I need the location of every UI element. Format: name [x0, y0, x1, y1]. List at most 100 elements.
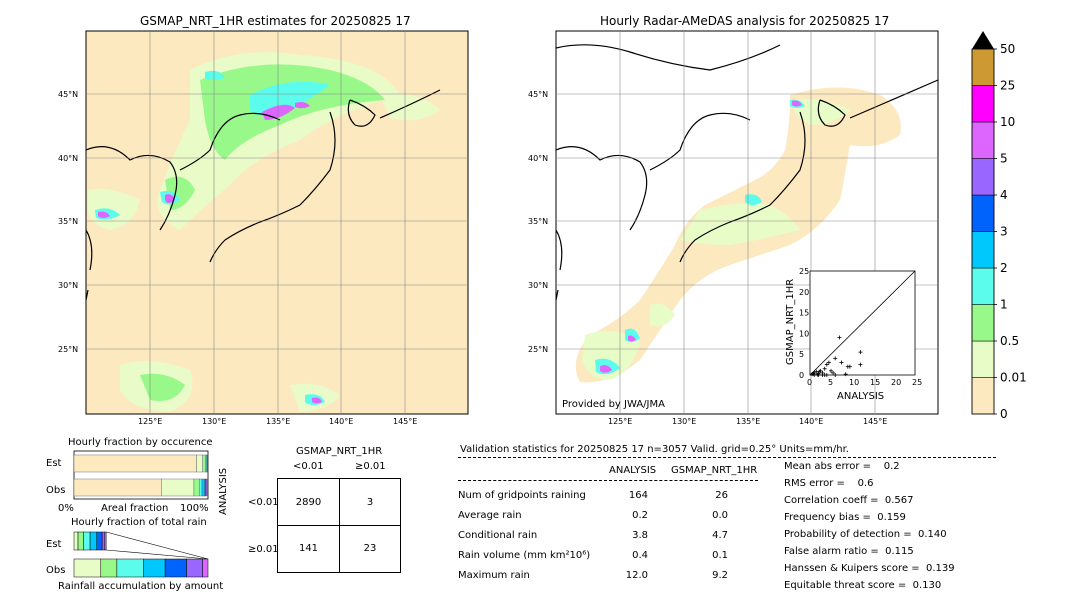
occurrence-x-left: 0% — [58, 503, 74, 514]
right-lon-label: 125°E — [608, 417, 632, 426]
contingency-col-label: ≥0.01 — [355, 461, 386, 472]
left-map-grid — [86, 31, 468, 414]
total-rain-bar-segment — [186, 558, 203, 578]
left-lat-label: 45°N — [58, 90, 78, 99]
colorbar-label: 2 — [1000, 261, 1008, 275]
colorbar-label: 10 — [1000, 115, 1015, 129]
contingency-row-label: ≥0.01 — [248, 544, 279, 555]
scatter-point — [816, 373, 821, 377]
stat-analysis: 0.2 — [632, 509, 648, 521]
contingency-row-header: ANALYSIS — [218, 467, 229, 515]
colorbar-segment — [971, 377, 995, 415]
validation-table: Num of gridpoints raining 164 26 Average… — [458, 485, 728, 585]
stat-label: Rain volume (mm km²10⁶) — [458, 549, 591, 561]
right-map-precip — [582, 98, 850, 380]
occurrence-bar-segment — [205, 478, 208, 497]
colorbar-extend-arrow — [972, 31, 994, 49]
colorbar-segment — [971, 121, 995, 159]
score-item: Mean abs error = 0.2 — [784, 461, 900, 472]
scatter-point — [815, 372, 820, 377]
right-lat-label: 35°N — [528, 217, 548, 226]
scatter-point — [824, 362, 829, 367]
occurrence-bar-segment — [202, 454, 206, 473]
total-rain-row-label: Obs — [46, 565, 65, 576]
table-row: Num of gridpoints raining 164 26 — [458, 485, 728, 505]
occurrence-x-right: 100% — [180, 503, 209, 514]
table-row: Average rain 0.2 0.0 — [458, 505, 728, 525]
total-rain-title: Hourly fraction of total rain — [71, 517, 207, 528]
left-lon-label: 130°E — [202, 417, 226, 426]
score-list: Mean abs error = 0.2 RMS error = 0.6 Cor… — [784, 461, 955, 597]
stat-analysis: 12.0 — [625, 569, 648, 581]
total-rain-bar-segment — [104, 531, 107, 551]
total-rain-bar-segment — [83, 531, 91, 551]
occurrence-bar-segment — [161, 478, 195, 497]
scatter-point — [831, 370, 836, 375]
stat-gsmap: 9.2 — [712, 569, 728, 581]
validation-header: Validation statistics for 20250825 17 n=… — [460, 444, 849, 455]
colorbar-label: 0.5 — [1000, 334, 1019, 348]
left-lon-label: 125°E — [138, 417, 162, 426]
right-lon-label: 130°E — [672, 417, 696, 426]
right-map: 45°N 40°N 35°N 30°N 25°N 125°E 130°E 135… — [528, 30, 939, 426]
right-map-precip-peak — [600, 100, 802, 373]
scatter-x-tick: 20 — [891, 378, 901, 387]
colorbar-segment — [971, 304, 995, 342]
scatter-point — [817, 369, 822, 374]
left-map: 45°N 40°N 35°N 30°N 25°N 125°E 130°E 135… — [58, 30, 469, 426]
stat-gsmap: 0.1 — [712, 549, 728, 561]
right-lat-label: 25°N — [528, 345, 548, 354]
colorbar-label: 50 — [1000, 42, 1015, 56]
scatter-point — [847, 364, 852, 369]
scatter-point — [822, 366, 827, 371]
colorbar-label: 5 — [1000, 152, 1008, 166]
contingency-cell: 141 — [298, 543, 319, 554]
stat-label: Average rain — [458, 509, 522, 521]
scatter-point — [843, 372, 848, 377]
stat-analysis: 164 — [628, 489, 648, 501]
total-rain-bar-segment — [100, 558, 118, 578]
left-lat-label: 40°N — [58, 154, 78, 163]
scatter-y-tick: 15 — [799, 309, 809, 318]
occurrence-bar-segment — [73, 478, 162, 497]
contingency-col-header: GSMAP_NRT_1HR — [296, 446, 383, 457]
left-lon-label: 135°E — [266, 417, 290, 426]
scatter-x-tick: 25 — [912, 378, 922, 387]
left-lat-label: 25°N — [58, 345, 78, 354]
colorbar: 0 0.01 0.5 1 2 3 4 5 10 25 50 — [971, 31, 1027, 421]
occurrence-row-label: Est — [46, 458, 62, 469]
scatter-plot: 00 5 5 10 10 15 15 20 20 25 25 ANALYSIS GSMAP_NRT_… — [785, 267, 922, 402]
scatter-y-tick: 5 — [799, 350, 804, 359]
contingency-row-label: <0.01 — [248, 497, 279, 508]
stat-label: Num of gridpoints raining — [458, 489, 586, 501]
total-rain-row-label: Est — [46, 539, 62, 550]
right-lat-label: 45°N — [528, 90, 548, 99]
total-rain-bar-segment — [116, 558, 144, 578]
total-rain-bar-segment — [101, 531, 106, 551]
occurrence-bar-segment — [73, 454, 197, 473]
total-rain-bar-segment — [164, 558, 187, 578]
occurrence-x-mid: Areal fraction — [101, 503, 168, 514]
total-rain-bar-segment — [77, 531, 84, 551]
scatter-point — [811, 371, 816, 376]
left-map-title: GSMAP_NRT_1HR estimates for 20250825 17 — [140, 14, 411, 28]
score-item: Equitable threat score = 0.130 — [784, 580, 942, 591]
colorbar-label: 0.01 — [1000, 371, 1027, 385]
colorbar-label: 25 — [1000, 79, 1015, 93]
scatter-point — [837, 335, 842, 340]
colorbar-label: 0 — [1000, 407, 1008, 421]
occurrence-bar-segment — [204, 478, 207, 497]
validation-col-analysis: ANALYSIS — [609, 465, 657, 476]
scatter-x-tick: 0 — [807, 378, 812, 387]
stat-gsmap: 26 — [715, 489, 728, 501]
scatter-point — [833, 356, 838, 361]
scatter-xlabel: ANALYSIS — [837, 391, 884, 402]
occurrence-bar-segment — [201, 478, 205, 497]
total-rain-bar-segment — [89, 531, 98, 551]
right-lon-label: 145°E — [863, 417, 887, 426]
stat-label: Conditional rain — [458, 529, 538, 541]
scatter-point — [829, 368, 833, 373]
scatter-point — [858, 362, 863, 367]
right-map-coastlines — [555, 44, 939, 301]
total-rain-connector — [106, 549, 209, 560]
